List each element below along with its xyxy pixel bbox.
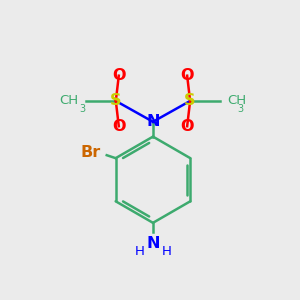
Text: Br: Br: [80, 145, 100, 160]
Text: O: O: [180, 68, 194, 83]
Text: S: S: [184, 94, 196, 109]
Text: 3: 3: [238, 104, 244, 114]
Text: CH: CH: [227, 94, 246, 107]
Text: O: O: [180, 119, 194, 134]
Text: N: N: [146, 114, 160, 129]
Text: CH: CH: [59, 94, 79, 107]
Text: O: O: [112, 68, 125, 83]
Text: O: O: [112, 119, 125, 134]
Text: S: S: [110, 94, 122, 109]
Text: H: H: [135, 244, 145, 258]
Text: H: H: [161, 244, 171, 258]
Text: N: N: [146, 236, 160, 251]
Text: 3: 3: [79, 104, 85, 114]
